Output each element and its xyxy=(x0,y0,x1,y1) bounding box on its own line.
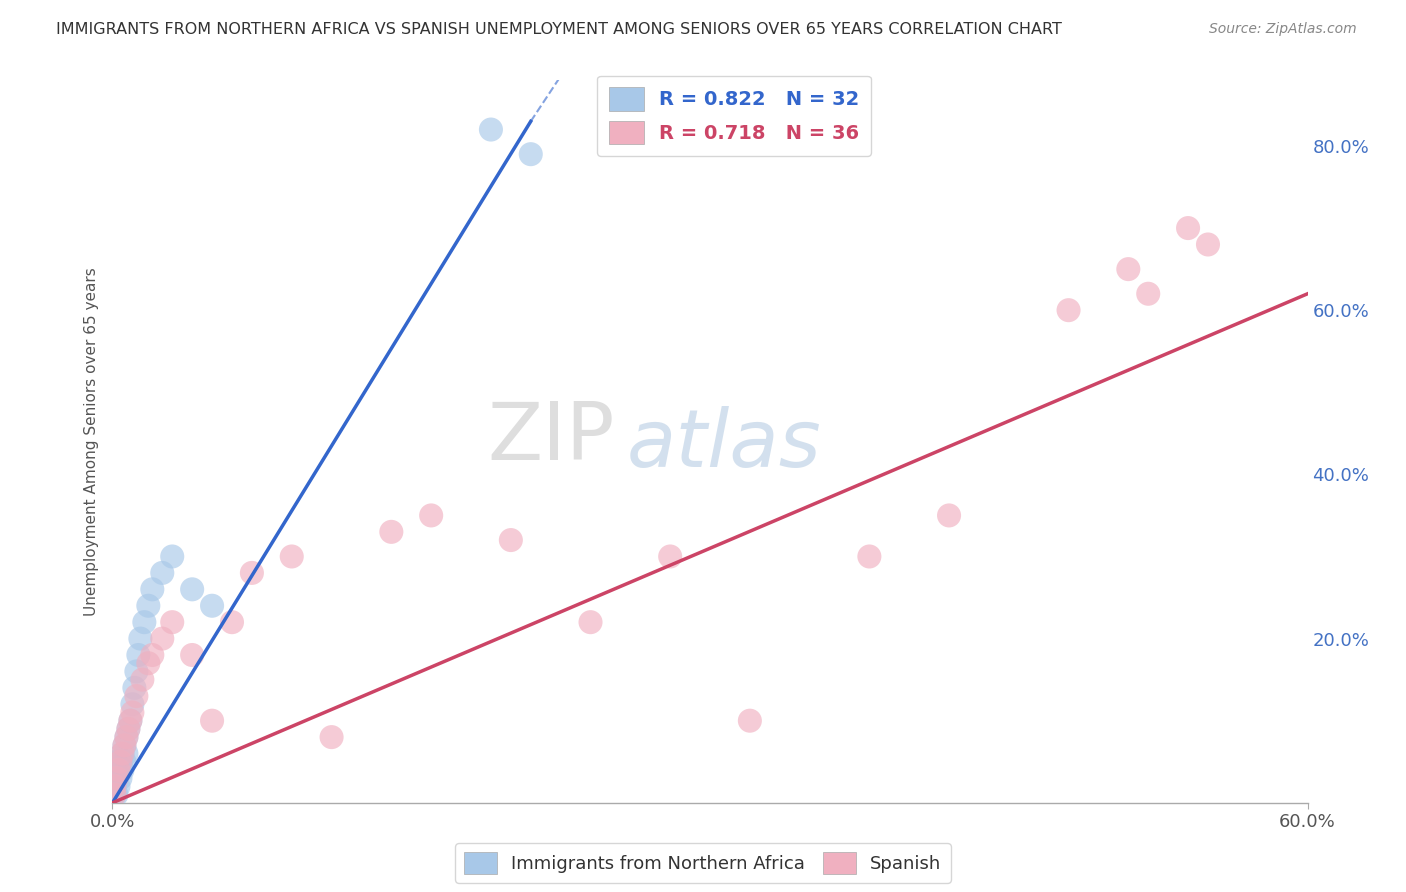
Point xyxy=(124,681,146,695)
Text: atlas: atlas xyxy=(627,406,821,484)
Point xyxy=(103,788,125,802)
Text: Source: ZipAtlas.com: Source: ZipAtlas.com xyxy=(1209,22,1357,37)
Point xyxy=(499,533,522,547)
Point xyxy=(103,771,125,785)
Point xyxy=(111,747,134,761)
Point xyxy=(221,615,243,630)
Point xyxy=(110,771,132,785)
Point xyxy=(150,632,173,646)
Point xyxy=(103,780,125,794)
Point xyxy=(138,657,160,671)
Point xyxy=(107,780,129,794)
Point xyxy=(150,566,173,580)
Point xyxy=(114,755,135,769)
Point xyxy=(380,524,402,539)
Point xyxy=(117,722,139,736)
Point xyxy=(201,714,224,728)
Y-axis label: Unemployment Among Seniors over 65 years: Unemployment Among Seniors over 65 years xyxy=(83,268,98,615)
Point xyxy=(321,730,343,744)
Point xyxy=(107,763,129,777)
Point xyxy=(281,549,304,564)
Point xyxy=(858,549,880,564)
Point xyxy=(117,722,139,736)
Point xyxy=(110,755,132,769)
Point xyxy=(1137,286,1160,301)
Point xyxy=(1118,262,1140,277)
Point xyxy=(240,566,263,580)
Point xyxy=(111,763,134,777)
Point xyxy=(115,730,138,744)
Point xyxy=(134,615,156,630)
Point xyxy=(201,599,224,613)
Point xyxy=(1177,221,1199,235)
Point xyxy=(181,648,204,662)
Point xyxy=(121,706,143,720)
Point xyxy=(162,549,183,564)
Point xyxy=(105,771,128,785)
Point xyxy=(111,747,134,761)
Point xyxy=(103,788,125,802)
Legend: R = 0.822   N = 32, R = 0.718   N = 36: R = 0.822 N = 32, R = 0.718 N = 36 xyxy=(598,76,870,156)
Point xyxy=(162,615,183,630)
Point xyxy=(107,763,129,777)
Point xyxy=(138,599,160,613)
Point xyxy=(738,714,761,728)
Point xyxy=(114,739,135,753)
Point xyxy=(110,755,132,769)
Point xyxy=(579,615,602,630)
Point xyxy=(479,122,502,136)
Point xyxy=(131,673,153,687)
Point xyxy=(120,714,142,728)
Point xyxy=(938,508,960,523)
Point xyxy=(181,582,204,597)
Point xyxy=(1057,303,1080,318)
Point xyxy=(420,508,443,523)
Text: ZIP: ZIP xyxy=(486,399,614,477)
Point xyxy=(520,147,543,161)
Point xyxy=(141,648,163,662)
Point xyxy=(1197,237,1219,252)
Point xyxy=(105,771,128,785)
Point xyxy=(121,698,143,712)
Point xyxy=(120,714,142,728)
Point xyxy=(103,780,125,794)
Point xyxy=(105,788,128,802)
Point xyxy=(115,730,138,744)
Legend: Immigrants from Northern Africa, Spanish: Immigrants from Northern Africa, Spanish xyxy=(456,843,950,883)
Point xyxy=(659,549,682,564)
Point xyxy=(129,632,152,646)
Point xyxy=(127,648,149,662)
Text: IMMIGRANTS FROM NORTHERN AFRICA VS SPANISH UNEMPLOYMENT AMONG SENIORS OVER 65 YE: IMMIGRANTS FROM NORTHERN AFRICA VS SPANI… xyxy=(56,22,1062,37)
Point xyxy=(125,665,148,679)
Point xyxy=(114,739,135,753)
Point xyxy=(115,747,138,761)
Point xyxy=(141,582,163,597)
Point xyxy=(125,689,148,703)
Point xyxy=(105,755,128,769)
